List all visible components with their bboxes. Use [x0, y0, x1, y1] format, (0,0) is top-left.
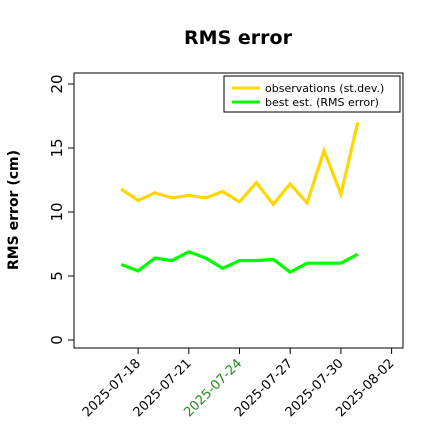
legend-box: [223, 75, 401, 113]
y-tick-label: 0: [48, 335, 66, 345]
plot-area-frame: [73, 72, 404, 349]
y-tick-label: 20: [48, 74, 66, 93]
x-axis-ticks: 2025-07-182025-07-212025-07-242025-07-27…: [80, 348, 397, 420]
chart-title: RMS error: [184, 27, 293, 49]
y-tick-label: 10: [48, 202, 66, 221]
y-axis-ticks: 0 5 10 15 20: [48, 74, 74, 345]
legend-label-observations: observations (st.dev.): [265, 82, 384, 95]
series-line-observations: [120, 122, 360, 207]
y-axis-label: RMS error (cm): [6, 150, 22, 270]
y-tick-label: 15: [48, 138, 66, 157]
series-line-best-estimate: [120, 249, 359, 275]
legend: observations (st.dev.) best est. (RMS er…: [223, 75, 401, 113]
series-lines: [120, 122, 360, 275]
legend-label-best-estimate: best est. (RMS error): [265, 96, 379, 109]
y-tick-label: 5: [48, 271, 66, 281]
